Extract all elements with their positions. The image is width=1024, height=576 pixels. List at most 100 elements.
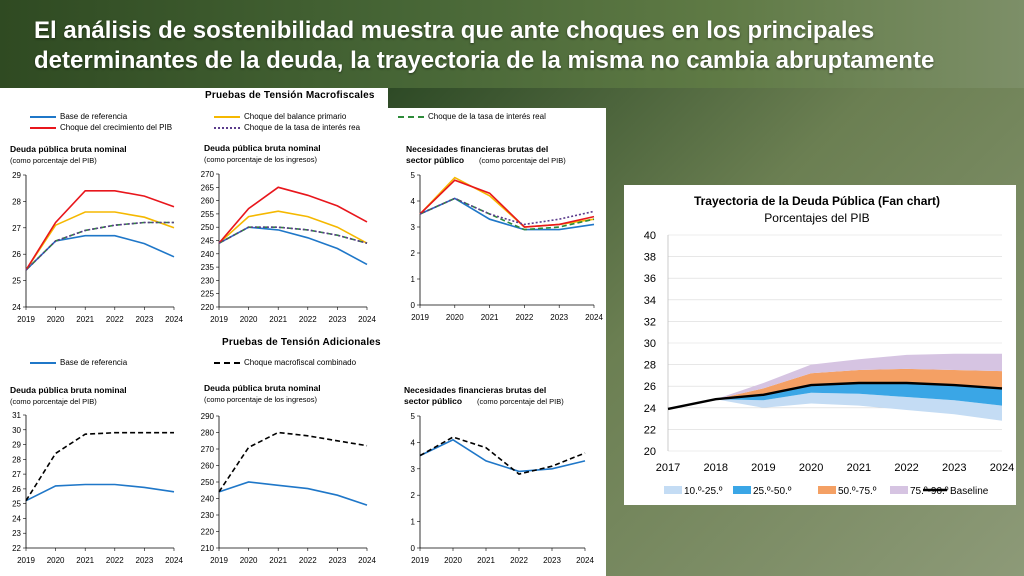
band-75-90: [668, 353, 1002, 409]
y-tick-label: 220: [201, 303, 215, 312]
y-tick-label: 28: [644, 360, 656, 372]
y-tick-label: 5: [411, 171, 416, 180]
series-line-interest2: [419, 197, 595, 226]
slide-title: El análisis de sostenibilidad muestra qu…: [34, 17, 935, 74]
x-tick-label: 2024: [585, 313, 603, 322]
band-25-50: [668, 383, 1002, 409]
x-tick-label: 2024: [358, 556, 376, 565]
legend-swatch: [664, 486, 682, 494]
legend-swatch: [818, 486, 836, 494]
legend-item-interest: Choque de la tasa de interés real: [398, 112, 546, 121]
legend-label: 25.º-50.º: [753, 486, 792, 497]
chart-a3: Necesidades financieras brutas delsector…: [404, 385, 594, 565]
chart-subtitle: (como porcentaje de los ingresos): [204, 155, 317, 164]
y-tick-label: 1: [411, 518, 416, 527]
x-tick-label: 2023: [136, 556, 154, 565]
y-tick-label: 20: [644, 446, 656, 458]
y-tick-label: 25: [12, 500, 21, 509]
series-line-gdp: [218, 186, 368, 244]
y-tick-label: 3: [411, 465, 416, 474]
chart-a2: Deuda pública bruta nominal (como porcent…: [201, 383, 377, 565]
series-line-gdp: [419, 179, 595, 228]
x-tick-label: 2024: [576, 556, 594, 565]
legend-item-base: Base de referencia: [30, 112, 127, 121]
y-tick-label: 0: [411, 301, 416, 310]
legend-label: Choque de la tasa de interés rea: [244, 123, 361, 132]
y-tick-label: 225: [201, 290, 215, 299]
fan-chart-panel: [624, 185, 1016, 505]
y-tick-label: 2: [411, 249, 416, 258]
legend-item-base-2: Base de referencia: [30, 358, 127, 367]
x-tick-label: 2019: [17, 556, 35, 565]
legend-label: Choque macrofiscal combinado: [244, 358, 357, 367]
y-tick-label: 230: [201, 511, 215, 520]
legend-swatch: [214, 126, 240, 129]
legend-label: Base de referencia: [60, 358, 128, 367]
x-tick-label: 2021: [269, 315, 287, 324]
y-tick-label: 280: [201, 429, 215, 438]
y-tick-label: 4: [411, 438, 416, 447]
legend-label: Choque de la tasa de interés real: [428, 112, 546, 121]
legend-label: Baseline: [950, 486, 989, 497]
series-line-base: [419, 197, 595, 231]
series-line-combined: [419, 436, 586, 475]
x-tick-label: 2019: [751, 462, 775, 474]
y-tick-label: 5: [411, 412, 416, 421]
y-tick-label: 290: [201, 412, 215, 421]
x-tick-label: 2024: [358, 315, 376, 324]
x-tick-label: 2021: [477, 556, 495, 565]
legend-swatch: [30, 361, 56, 364]
series-line-combined: [218, 431, 368, 493]
chart-title: Deuda pública bruta nominal: [204, 143, 321, 153]
gfn-panel: Choque de la tasa de interés real: [388, 108, 606, 576]
y-tick-label: 36: [644, 273, 656, 285]
y-tick-label: 28: [12, 197, 21, 206]
x-tick-label: 2021: [76, 556, 94, 565]
y-tick-label: 245: [201, 237, 215, 246]
series-line-gdp: [25, 190, 175, 271]
series-line-interest2: [25, 221, 174, 271]
x-tick-label: 2021: [847, 462, 871, 474]
y-tick-label: 24: [12, 303, 21, 312]
x-tick-label: 2022: [299, 556, 317, 565]
chart-fan: Trayectoria de la Deuda Pública (Fan cha…: [644, 194, 1014, 497]
y-tick-label: 1: [411, 275, 416, 284]
legend-item-combined: Choque macrofiscal combinado: [214, 358, 356, 367]
y-tick-label: 29: [12, 441, 21, 450]
legend-swatch: [30, 126, 56, 129]
chart-a1: Deuda pública bruta nominal (como porcent…: [10, 385, 183, 565]
legend-label: Choque del crecimiento del PIB: [60, 123, 173, 132]
y-tick-label: 240: [201, 495, 215, 504]
x-tick-label: 2022: [106, 556, 124, 565]
legend-swatch: [398, 115, 424, 118]
y-tick-label: 240: [201, 250, 215, 259]
y-tick-label: 26: [12, 485, 21, 494]
y-tick-label: 30: [644, 338, 656, 350]
series-line-base: [25, 483, 175, 502]
legend-swatch: [890, 486, 908, 494]
y-tick-label: 270: [201, 445, 215, 454]
x-tick-label: 2020: [240, 315, 258, 324]
y-tick-label: 250: [201, 478, 215, 487]
x-tick-label: 2024: [165, 315, 183, 324]
series-line-interest2: [218, 226, 368, 244]
x-tick-label: 2019: [210, 315, 228, 324]
legend-item-interest2: Choque de la tasa de interés rea: [214, 123, 360, 132]
chart-title: Trayectoria de la Deuda Pública (Fan cha…: [694, 194, 940, 208]
chart-subtitle: (como porcentaje del PIB): [479, 156, 566, 165]
y-tick-label: 3: [411, 223, 416, 232]
y-tick-label: 230: [201, 276, 215, 285]
y-tick-label: 34: [644, 295, 656, 307]
y-tick-label: 30: [12, 426, 21, 435]
series-line-interest: [218, 226, 368, 244]
y-tick-label: 235: [201, 263, 215, 272]
chart-subtitle: (como porcentaje del PIB): [10, 397, 97, 406]
x-tick-label: 2022: [516, 313, 534, 322]
y-tick-label: 220: [201, 528, 215, 537]
x-tick-label: 2017: [656, 462, 680, 474]
series-line-base: [218, 226, 368, 266]
x-tick-label: 2019: [411, 556, 429, 565]
chart-title: Deuda pública bruta nominal: [204, 383, 321, 393]
x-tick-label: 2020: [799, 462, 823, 474]
y-tick-label: 260: [201, 197, 215, 206]
